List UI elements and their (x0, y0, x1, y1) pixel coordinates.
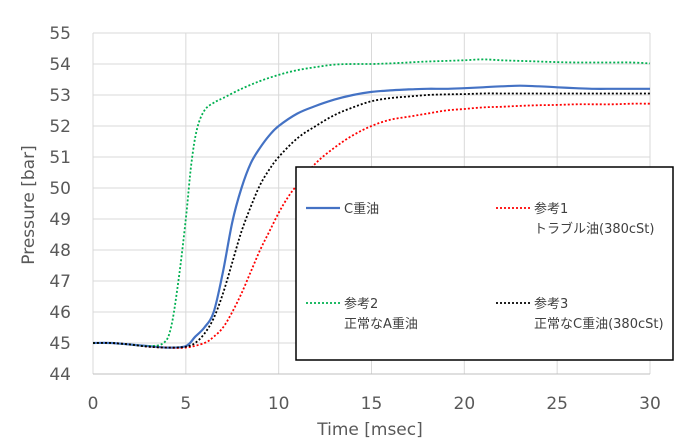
x-tick-label: 20 (454, 394, 476, 414)
legend-label-2: 参考1 (534, 201, 568, 217)
y-tick-label: 49 (49, 210, 71, 230)
legend-box (295, 166, 674, 361)
x-axis-title: Time [msec] (316, 420, 423, 440)
legend-label-3: 参考2 (344, 296, 378, 312)
y-tick-label: 45 (49, 334, 71, 354)
y-tick-labels: 44 45 46 47 48 49 50 51 52 53 54 55 (49, 24, 71, 385)
legend-label-4: 正常なC重油(380cSt) (534, 316, 664, 332)
x-tick-label: 15 (361, 394, 383, 414)
y-tick-label: 51 (49, 148, 71, 168)
legend: C重油 参考1 トラブル油(380cSt) 参考2 正常なA重油 参考3 正常なC重油(38… (295, 166, 674, 361)
legend-label-2: トラブル油(380cSt) (534, 221, 654, 237)
y-axis-title: Pressure [bar] (19, 145, 39, 264)
y-tick-label: 54 (49, 55, 71, 75)
x-tick-label: 25 (546, 394, 568, 414)
y-tick-label: 55 (49, 24, 71, 44)
series-lines (92, 58, 651, 349)
legend-label-4: 参考3 (534, 296, 568, 312)
y-tick-label: 53 (49, 86, 71, 106)
series-line-2 (92, 102, 651, 349)
y-tick-label: 48 (49, 241, 71, 261)
axes (92, 33, 650, 375)
x-tick-label: 5 (180, 394, 191, 414)
legend-label-3: 正常なA重油 (344, 316, 418, 332)
y-tick-label: 44 (49, 365, 71, 385)
y-tick-label: 50 (49, 179, 71, 199)
series-line-1 (92, 84, 650, 349)
x-tick-label: 10 (268, 394, 290, 414)
x-tick-label: 30 (639, 394, 661, 414)
series-line-4 (92, 92, 651, 349)
x-tick-labels: 0 5 10 15 20 25 30 (88, 394, 661, 414)
x-tick-label: 0 (88, 394, 99, 414)
y-tick-label: 52 (49, 117, 71, 137)
y-tick-label: 47 (49, 272, 71, 292)
y-tick-label: 46 (49, 303, 71, 323)
legend-label-1: C重油 (344, 201, 379, 217)
